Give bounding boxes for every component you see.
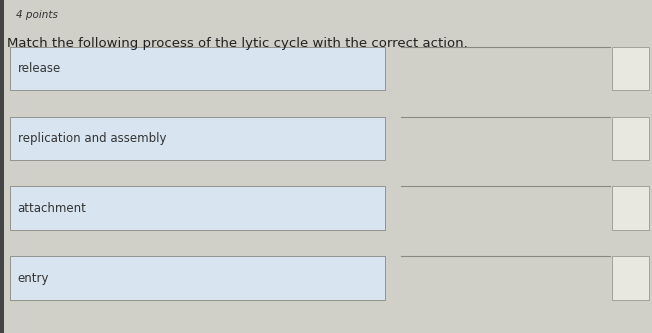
Bar [612,186,649,230]
Bar [612,47,649,90]
Text: Match the following process of the lytic cycle with the correct action.: Match the following process of the lytic… [7,37,467,50]
Bar [10,47,385,90]
Text: 4 points: 4 points [16,10,58,20]
Text: release: release [18,62,61,75]
Text: entry: entry [18,271,49,285]
Bar [10,117,385,160]
Bar [10,186,385,230]
Text: replication and assembly: replication and assembly [18,132,166,145]
Bar [612,256,649,300]
Bar [10,256,385,300]
Bar [0,0,4,333]
Bar [612,117,649,160]
Text: attachment: attachment [18,201,87,215]
